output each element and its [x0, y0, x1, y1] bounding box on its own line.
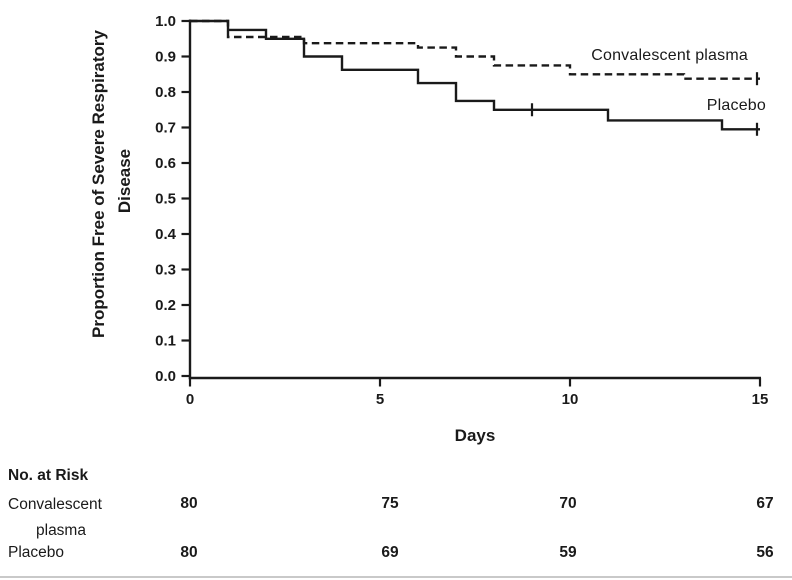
at-risk-value: 69 — [381, 544, 399, 561]
y-tick-label: 0.2 — [155, 297, 176, 314]
x-axis-title: Days — [455, 426, 496, 445]
x-tick-label: 5 — [376, 391, 384, 408]
x-tick-label: 10 — [562, 391, 579, 408]
y-axis-title-line2: Disease — [115, 149, 134, 213]
y-axis-title-line1: Proportion Free of Severe Respiratory — [89, 29, 108, 338]
x-tick-label: 15 — [752, 391, 769, 408]
y-tick-label: 0.1 — [155, 333, 176, 350]
y-tick-marks: 1.0 0.9 0.8 0.7 0.6 0.5 0.4 0.3 0.2 0.1 0.0 — [155, 13, 190, 385]
y-tick-label: 0.7 — [155, 120, 176, 137]
y-tick-label: 0.4 — [155, 226, 177, 243]
y-tick-label: 1.0 — [155, 13, 176, 30]
y-tick-label: 0.6 — [155, 155, 176, 172]
y-tick-label: 0.0 — [155, 368, 176, 385]
at-risk-row-label-convalescent: Convalescent — [8, 496, 102, 513]
at-risk-value: 67 — [756, 495, 774, 512]
km-chart-svg: 1.0 0.9 0.8 0.7 0.6 0.5 0.4 0.3 0.2 0.1 0.0 0 5 10 15… — [89, 13, 768, 445]
y-tick-label: 0.8 — [155, 84, 176, 101]
km-curves — [190, 19, 760, 136]
x-tick-marks: 0 5 10 15 — [186, 378, 769, 408]
y-tick-label: 0.3 — [155, 262, 176, 279]
axes: 1.0 0.9 0.8 0.7 0.6 0.5 0.4 0.3 0.2 0.1 0.0 0 5 10 15 — [155, 13, 768, 408]
at-risk-title: No. at Risk — [8, 467, 89, 484]
at-risk-value: 56 — [756, 544, 774, 561]
bottom-divider — [0, 576, 792, 578]
km-curve-placebo — [190, 19, 760, 131]
x-tick-label: 0 — [186, 391, 194, 408]
at-risk-row-label-plasma: plasma — [36, 522, 86, 539]
at-risk-value: 80 — [180, 495, 198, 512]
y-tick-label: 0.5 — [155, 191, 176, 208]
curve-label-convalescent-plasma: Convalescent plasma — [591, 47, 748, 64]
at-risk-row-label-placebo: Placebo — [8, 544, 65, 561]
at-risk-value: 75 — [381, 495, 399, 512]
at-risk-value: 59 — [559, 544, 577, 561]
y-tick-label: 0.9 — [155, 49, 176, 66]
at-risk-value: 80 — [180, 544, 198, 561]
curve-label-placebo: Placebo — [707, 97, 766, 114]
censor-marks — [530, 72, 759, 136]
at-risk-value: 70 — [559, 495, 577, 512]
